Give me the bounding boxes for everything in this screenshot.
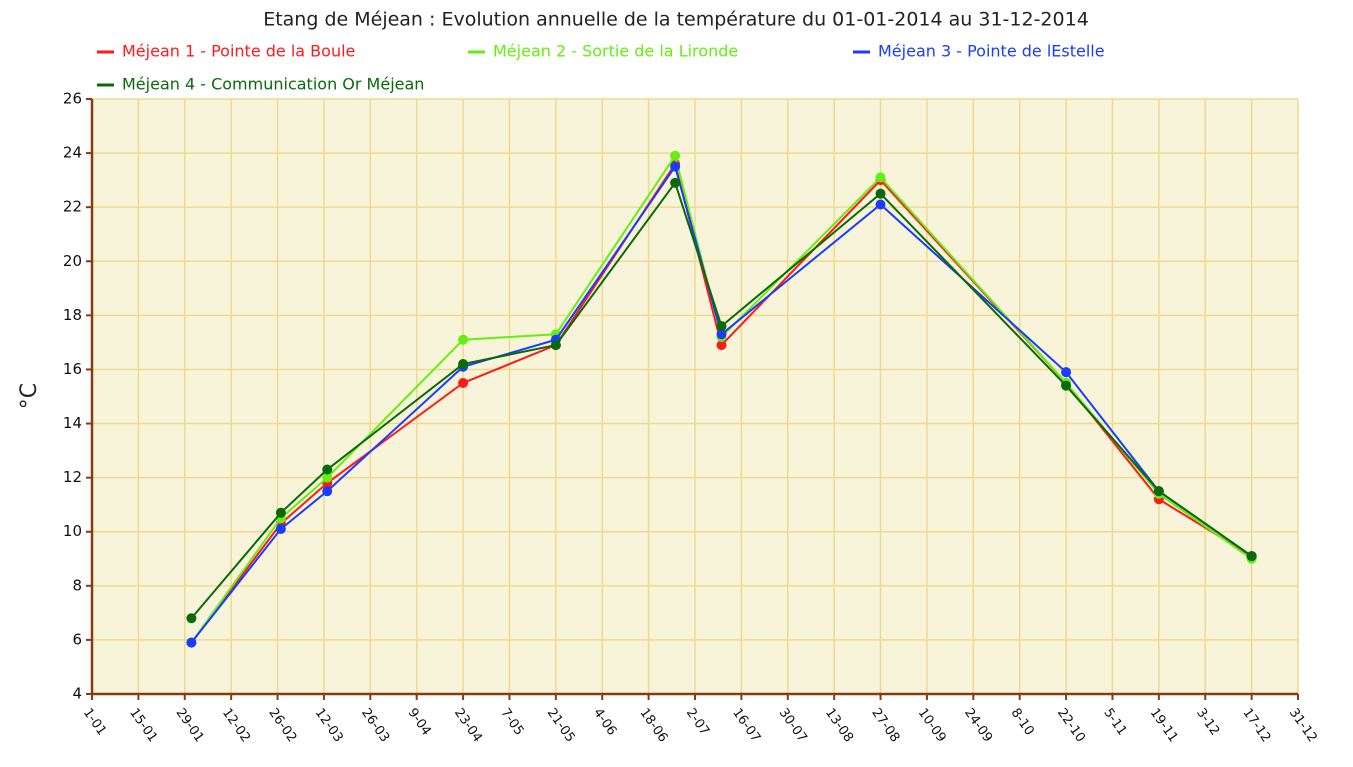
x-tick-label: 16-07 [729,706,763,746]
x-tick-label: 26-02 [265,706,299,746]
y-tick-label: 4 [72,685,82,703]
y-axis-label: °C [17,383,42,409]
data-point [875,199,886,210]
x-tick-label: 3-12 [1193,706,1222,739]
x-tick-label: 21-05 [544,706,578,746]
data-point [458,334,469,345]
x-tick-label: 22-10 [1054,706,1088,746]
data-point [458,377,469,388]
data-point [716,321,727,332]
x-tick-label: 29-01 [173,706,207,746]
data-point [550,340,561,351]
data-point [875,172,886,183]
data-point [322,472,333,483]
y-tick-label: 18 [63,306,82,324]
x-tick-label: 1-01 [80,706,109,739]
data-point [670,161,681,172]
legend-label: Méjean 4 - Communication Or Méjean [122,75,424,94]
x-tick-label: 8-10 [1008,706,1037,739]
data-point [186,637,197,648]
x-tick-label: 15-01 [126,706,160,746]
data-point [1246,551,1257,562]
x-tick-label: 24-09 [961,706,995,746]
y-tick-label: 22 [63,198,82,216]
x-tick-label: 12-02 [219,706,253,746]
x-tick-label: 26-03 [358,706,392,746]
x-tick-label: 7-05 [497,706,526,739]
y-tick-label: 24 [63,144,82,162]
x-tick-label: 10-09 [915,706,949,746]
data-point [1153,486,1164,497]
data-point [186,613,197,624]
legend-label: Méjean 1 - Pointe de la Boule [122,42,355,61]
x-tick-label: 12-03 [312,706,346,746]
y-tick-label: 6 [72,630,82,648]
data-point [1061,380,1072,391]
x-tick-label: 17-12 [1239,706,1273,746]
x-tick-label: 9-04 [405,706,434,739]
x-tick-label: 19-11 [1147,706,1181,746]
x-tick-label: 4-06 [590,706,619,739]
y-tick-label: 8 [72,576,82,594]
data-point [716,329,727,340]
data-point [322,464,333,475]
y-tick-label: 26 [63,90,82,108]
legend-label: Méjean 3 - Pointe de lEstelle [878,42,1105,61]
data-point [670,150,681,161]
y-tick-label: 16 [63,360,82,378]
x-tick-label: 5-11 [1100,706,1129,739]
data-point [875,188,886,199]
data-point [1061,367,1072,378]
x-tick-label: 30-07 [776,706,810,746]
x-tick-label: 13-08 [822,706,856,746]
chart-title: Etang de Méjean : Evolution annuelle de … [263,9,1089,31]
data-point [322,486,333,497]
data-point [458,359,469,370]
x-tick-label: 31-12 [1286,706,1320,746]
y-tick-label: 14 [63,414,82,432]
data-point [275,507,286,518]
y-tick-label: 10 [63,522,82,540]
x-tick-label: 23-04 [451,706,485,746]
x-tick-label: 18-06 [636,706,670,746]
y-tick-label: 12 [63,468,82,486]
data-point [670,177,681,188]
y-tick-label: 20 [63,252,82,270]
data-point [275,524,286,535]
data-point [716,340,727,351]
x-tick-label: 2-07 [683,706,712,739]
legend-label: Méjean 2 - Sortie de la Lironde [493,42,738,61]
x-tick-label: 27-08 [868,706,902,746]
